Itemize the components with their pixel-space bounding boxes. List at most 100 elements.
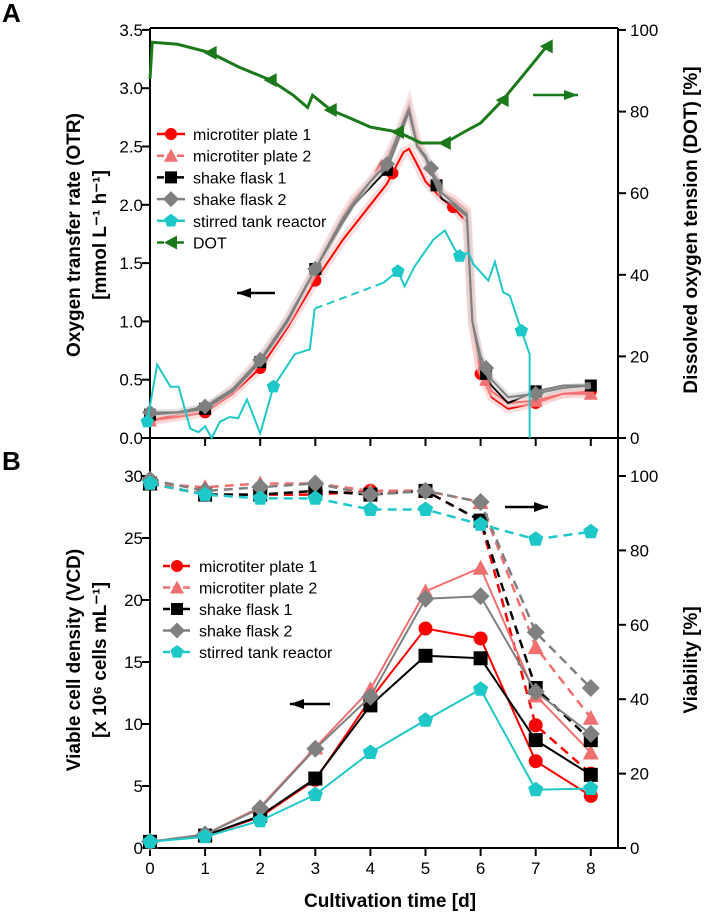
- b-viability-point: [361, 485, 380, 504]
- x-tick-label: 6: [476, 859, 485, 878]
- y-tick-label: 3.0: [119, 79, 143, 98]
- x-tick-label: 8: [586, 859, 595, 878]
- b-vcd-point: [306, 739, 325, 758]
- panel-a-label: A: [2, 0, 21, 28]
- y2-tick-label: 20: [630, 765, 649, 784]
- panel-b-label: B: [2, 446, 21, 476]
- a-point: [478, 360, 495, 377]
- b-viability-point: [251, 478, 270, 497]
- b-legend-marker: [171, 603, 183, 615]
- b-vcd-point: [528, 733, 543, 748]
- y-tick-label: 0: [134, 839, 143, 858]
- b-vcd-point: [582, 744, 599, 760]
- b-legend-label: stirred tank reactor: [199, 645, 333, 662]
- y2-tick-label: 60: [630, 616, 649, 635]
- b-viability-point: [528, 718, 543, 733]
- b-right-axis-arrow-head: [534, 502, 548, 512]
- b-viability-line-shake-flask-2: [149, 478, 592, 689]
- a-legend-marker: [165, 171, 177, 184]
- x-tick-label: 2: [255, 859, 264, 878]
- b-viability-line-microtiter-plate-1: [149, 482, 592, 775]
- y2-tick-label: 60: [630, 184, 649, 203]
- a-point: [266, 379, 281, 393]
- a-point: [391, 264, 405, 277]
- b-legend-marker: [170, 580, 184, 594]
- b-vcd-point: [416, 589, 435, 608]
- b-vcd-point: [418, 621, 433, 636]
- b-viability-line-shake-flask-1: [149, 482, 592, 742]
- b-viability-point: [582, 709, 599, 725]
- b-vcd-point: [528, 754, 543, 769]
- b-legend-marker: [169, 622, 185, 639]
- b-y2label: Viability [%]: [681, 606, 702, 713]
- a-point: [140, 414, 154, 428]
- b-viability-point: [581, 679, 600, 698]
- y2-tick-label: 0: [630, 429, 639, 448]
- x-tick-label: 4: [366, 859, 375, 878]
- b-vcd-point: [528, 781, 544, 797]
- a-legend-marker: [164, 148, 178, 162]
- a-point: [539, 39, 553, 54]
- b-vcd-point: [581, 724, 600, 743]
- b-vcd-point: [471, 587, 490, 606]
- b-viability-point: [528, 531, 544, 546]
- y-tick-label: 5: [134, 777, 143, 796]
- y2-tick-label: 100: [630, 21, 658, 40]
- a-right-axis-arrow-head: [564, 90, 578, 100]
- a-point: [423, 160, 440, 177]
- b-vcd-point: [308, 771, 323, 786]
- b-viability-point: [526, 623, 545, 642]
- a-legend-label: microtiter plate 2: [193, 149, 311, 166]
- b-legend-marker: [170, 645, 184, 658]
- b-viability-point: [416, 481, 435, 500]
- a-legend-label: microtiter plate 1: [193, 127, 311, 144]
- a-point: [323, 102, 337, 117]
- b-vcd-point: [417, 712, 434, 727]
- b-vcd-point: [197, 828, 213, 844]
- b-vcd-point: [251, 799, 270, 818]
- a-point: [453, 249, 467, 262]
- b-viability-point: [471, 493, 490, 512]
- a-line-str: [382, 228, 531, 438]
- a-line-microtiter-plate-1: [149, 147, 591, 422]
- a-point: [437, 136, 451, 151]
- a-line-str: [146, 308, 316, 441]
- a-ylabel-unit: [mmol L⁻¹ h⁻¹]: [90, 170, 111, 300]
- y-tick-label: 2.0: [119, 196, 143, 215]
- y2-tick-label: 100: [630, 467, 658, 486]
- b-viability-point: [472, 516, 489, 531]
- b-legend-label: microtiter plate 2: [199, 581, 317, 598]
- b-legend-label: shake flask 2: [199, 624, 292, 641]
- b-vcd-point: [472, 681, 489, 696]
- a-legend-label: stirred tank reactor: [193, 214, 327, 231]
- b-vcd-point: [473, 651, 488, 666]
- b-viability-line-microtiter-plate-2: [149, 482, 592, 719]
- b-vcd-point: [142, 833, 158, 849]
- x-tick-label: 3: [311, 859, 320, 878]
- y-tick-label: 0.0: [119, 429, 143, 448]
- a-line-str-dashed: [314, 281, 384, 310]
- a-legend-marker: [164, 213, 178, 227]
- y-tick-label: 10: [124, 715, 143, 734]
- a-legend-label: DOT: [193, 236, 227, 253]
- y-tick-label: 30: [124, 467, 143, 486]
- y-tick-label: 3.5: [119, 21, 143, 40]
- x-tick-label: 1: [200, 859, 209, 878]
- x-tick-label: 5: [421, 859, 430, 878]
- b-viability-point: [362, 501, 379, 516]
- b-legend-marker: [171, 560, 183, 572]
- b-left-axis-arrow-head: [290, 699, 304, 709]
- b-viability-point: [197, 486, 213, 502]
- b-legend-label: shake flask 1: [199, 602, 292, 619]
- y-tick-label: 1.0: [119, 312, 143, 331]
- a-left-axis-arrow-head: [237, 288, 251, 298]
- x-axis-label: Cultivation time [d]: [304, 891, 476, 912]
- b-vcd-point: [307, 786, 323, 802]
- a-point: [252, 351, 269, 368]
- y2-tick-label: 0: [630, 839, 639, 858]
- y-tick-label: 25: [124, 529, 143, 548]
- a-point: [514, 323, 529, 337]
- a-point: [495, 93, 509, 108]
- a-point: [527, 385, 544, 402]
